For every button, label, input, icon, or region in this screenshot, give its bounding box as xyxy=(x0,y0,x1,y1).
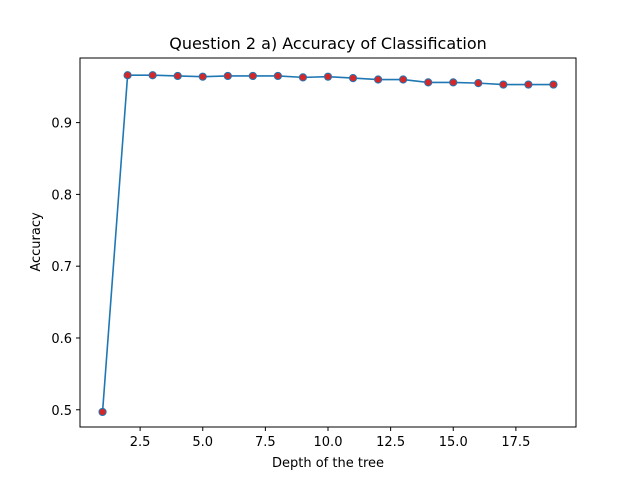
data-point xyxy=(248,71,257,81)
data-point xyxy=(424,78,433,87)
data-point xyxy=(98,407,107,417)
data-point xyxy=(549,80,558,89)
data-point xyxy=(223,71,232,81)
y-tick-label: 0.7 xyxy=(51,260,72,275)
data-point xyxy=(323,72,333,81)
x-tick-label: 10.0 xyxy=(314,435,343,450)
x-tick-label: 5.0 xyxy=(192,435,213,450)
y-axis-ticks: 0.5 0.6 0.7 0.8 0.9 xyxy=(51,117,80,419)
data-point xyxy=(449,78,458,87)
data-point xyxy=(298,73,308,82)
x-tick-label: 15.0 xyxy=(439,435,468,450)
data-point xyxy=(148,71,157,80)
data-point xyxy=(198,72,207,81)
y-axis-label: Accuracy xyxy=(29,212,44,272)
x-tick-label: 2.5 xyxy=(130,435,151,450)
plot-area-frame xyxy=(79,57,577,428)
x-tick-label: 7.5 xyxy=(255,435,276,450)
chart-title: Question 2 a) Accuracy of Classification xyxy=(169,34,487,53)
x-tick-label: 17.5 xyxy=(501,435,530,450)
data-point xyxy=(374,75,383,84)
data-point xyxy=(524,80,533,89)
series-layer xyxy=(98,71,558,417)
data-point xyxy=(348,74,358,83)
data-point xyxy=(499,80,508,89)
x-tick-label: 12.5 xyxy=(376,435,405,450)
data-point xyxy=(273,71,282,81)
y-tick-label: 0.6 xyxy=(51,332,72,347)
x-axis-ticks: 2.5 5.0 7.5 10.0 12.5 15.0 17.5 xyxy=(130,427,530,450)
series-line xyxy=(101,74,554,412)
data-point xyxy=(399,75,408,84)
data-point xyxy=(173,71,182,81)
y-tick-label: 0.9 xyxy=(51,117,72,132)
y-tick-label: 0.5 xyxy=(51,404,72,419)
y-tick-label: 0.8 xyxy=(51,188,72,203)
x-axis-label: Depth of the tree xyxy=(272,456,384,471)
data-point xyxy=(474,79,483,88)
data-point xyxy=(123,71,132,80)
